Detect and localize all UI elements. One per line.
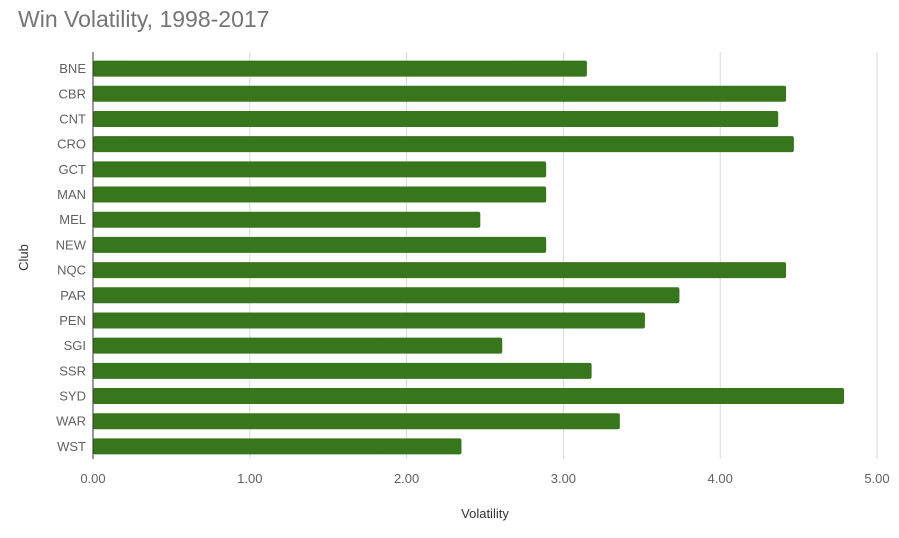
bar-syd[interactable] <box>93 388 845 405</box>
y-tick-label: WST <box>57 439 86 454</box>
bar-new[interactable] <box>93 236 547 253</box>
y-tick-label: SSR <box>59 363 86 378</box>
x-tick-label: 2.00 <box>394 471 419 486</box>
y-tick-label: BNE <box>59 61 86 76</box>
x-tick-label: 3.00 <box>551 471 576 486</box>
bar-bne[interactable] <box>93 60 587 77</box>
y-tick-label: CNT <box>59 111 86 126</box>
x-tick-labels: 0.00 1.00 2.00 3.00 4.00 5.00 <box>80 471 889 486</box>
bar-ssr[interactable] <box>93 362 592 379</box>
x-tick-label: 1.00 <box>237 471 262 486</box>
bar-wst[interactable] <box>93 438 462 455</box>
bar-war[interactable] <box>93 413 620 430</box>
x-tick-label: 5.00 <box>864 471 889 486</box>
y-axis-title: Club <box>16 244 31 271</box>
bar-mel[interactable] <box>93 211 481 228</box>
bar-gct[interactable] <box>93 161 547 178</box>
bar-par[interactable] <box>93 287 680 304</box>
y-tick-label: NEW <box>56 237 87 252</box>
y-tick-label: PAR <box>60 288 86 303</box>
chart-title: Win Volatility, 1998-2017 <box>18 6 270 32</box>
x-tick-label: 0.00 <box>80 471 105 486</box>
y-tick-label: SYD <box>59 389 86 404</box>
y-tick-label: NQC <box>57 263 86 278</box>
bar-cro[interactable] <box>93 136 794 153</box>
x-tick-label: 4.00 <box>708 471 733 486</box>
y-tick-labels: BNE CBR CNT CRO GCT MAN MEL NEW NQC PAR PEN SGI SSR S… <box>56 61 87 454</box>
y-tick-label: WAR <box>56 414 86 429</box>
bar-sgi[interactable] <box>93 337 503 354</box>
y-tick-label: CRO <box>57 137 86 152</box>
bar-man[interactable] <box>93 186 547 203</box>
y-tick-label: MEL <box>59 212 86 227</box>
bar-cbr[interactable] <box>93 85 787 102</box>
y-tick-label: GCT <box>59 162 87 177</box>
bar-pen[interactable] <box>93 312 645 329</box>
y-tick-label: MAN <box>57 187 86 202</box>
x-axis-title: Volatility <box>461 506 509 521</box>
y-tick-label: CBR <box>59 86 86 101</box>
bars <box>93 60 845 455</box>
bar-cnt[interactable] <box>93 110 779 127</box>
bar-nqc[interactable] <box>93 262 787 279</box>
y-tick-label: PEN <box>59 313 86 328</box>
y-tick-label: SGI <box>64 338 86 353</box>
